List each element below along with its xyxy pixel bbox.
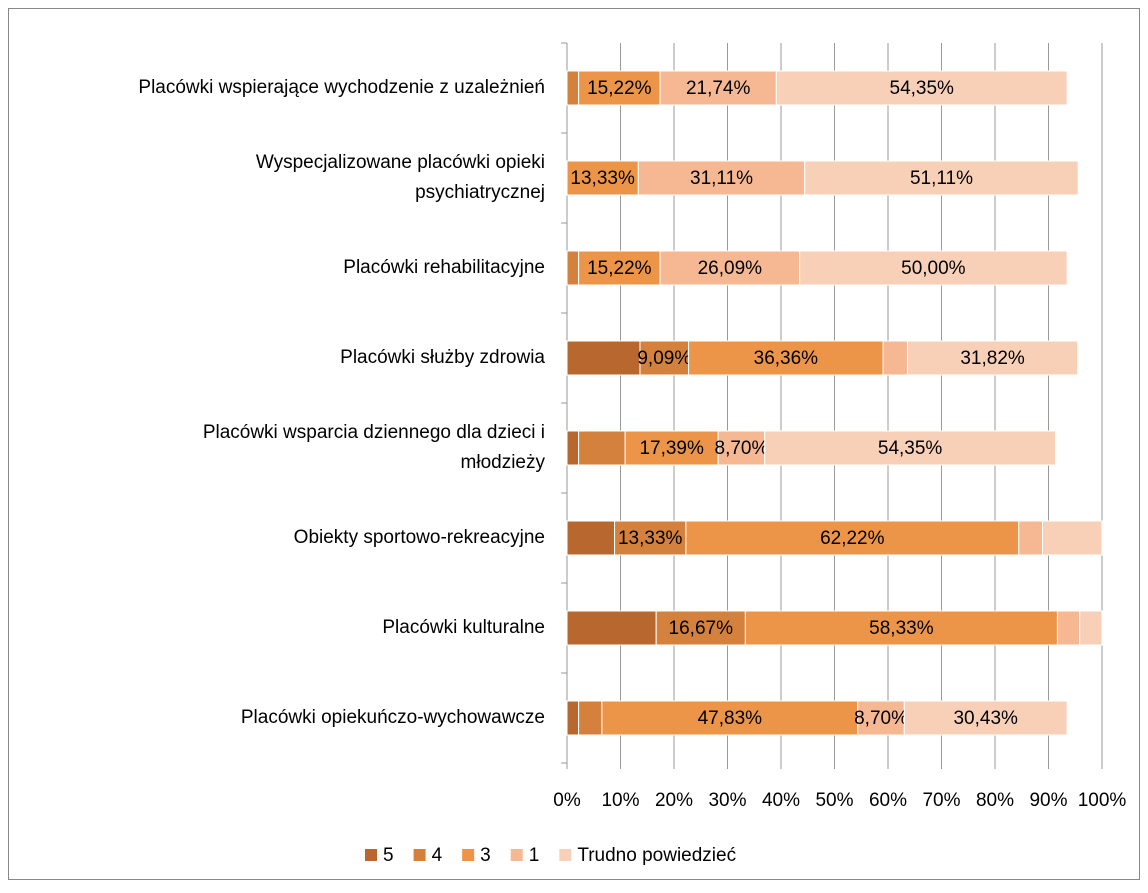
- x-tick-label: 60%: [869, 790, 907, 811]
- data-label: 21,74%: [686, 78, 751, 99]
- bar-segment: [566, 250, 580, 286]
- y-tick-label: Placówki opiekuńczo-wychowawcze: [241, 707, 545, 728]
- bar-segment: [764, 430, 1057, 466]
- x-tick-label: 100%: [1078, 790, 1127, 811]
- bar-segment: [566, 610, 657, 646]
- bar-segment: [775, 70, 1068, 106]
- data-label: 13,33%: [618, 528, 683, 549]
- legend-swatch: [510, 849, 523, 861]
- bar-segment: [685, 520, 1020, 556]
- bar-segment: [578, 70, 661, 106]
- x-tick-label: 10%: [601, 790, 639, 811]
- bar-segment: [1018, 520, 1044, 556]
- y-tick-label: Placówki służby zdrowia: [340, 347, 545, 368]
- bar-segment: [1056, 610, 1081, 646]
- bar-segment: [857, 700, 905, 736]
- legend-label: 5: [383, 845, 394, 866]
- legend-label: Trudno powiedzieć: [577, 845, 736, 866]
- legend-swatch: [462, 849, 475, 861]
- data-label: 31,82%: [960, 348, 1025, 369]
- bar-segment: [903, 700, 1068, 736]
- bar-segment: [566, 520, 616, 556]
- data-label: 8,70%: [854, 708, 908, 729]
- bar-segment: [601, 700, 859, 736]
- bar-segment: [639, 340, 690, 376]
- data-label: 13,33%: [570, 168, 635, 189]
- bar-segment: [744, 610, 1058, 646]
- data-label: 62,22%: [820, 528, 885, 549]
- bar-segment: [578, 430, 626, 466]
- data-label: 54,35%: [890, 78, 955, 99]
- legend-swatch: [413, 849, 426, 861]
- y-tick-label: psychiatrycznej: [415, 182, 545, 203]
- data-label: 58,33%: [869, 618, 934, 639]
- bar-segment: [906, 340, 1079, 376]
- legend-label: 1: [529, 845, 540, 866]
- data-label: 9,09%: [637, 348, 691, 369]
- bar-segment: [578, 250, 661, 286]
- legend-swatch: [365, 849, 377, 861]
- bar-segment: [1042, 520, 1103, 556]
- bar-segment: [882, 340, 908, 376]
- data-label: 26,09%: [698, 258, 763, 279]
- bar-segment: [566, 160, 639, 196]
- legend-label: 3: [480, 845, 491, 866]
- y-tick-label: Placówki wspierające wychodzenie z uzale…: [138, 77, 545, 98]
- data-label: 30,43%: [953, 708, 1018, 729]
- data-label: 51,11%: [910, 168, 973, 189]
- bar-segment: [578, 700, 603, 736]
- y-tick-label: Wyspecjalizowane placówki opieki: [256, 152, 545, 173]
- y-tick-label: Placówki kulturalne: [382, 617, 545, 638]
- bar-segment: [566, 340, 641, 376]
- x-tick-label: 50%: [815, 790, 853, 811]
- data-label: 16,67%: [669, 618, 734, 639]
- data-label: 47,83%: [698, 708, 763, 729]
- data-label: 54,35%: [878, 438, 943, 459]
- x-tick-label: 30%: [708, 790, 746, 811]
- data-label: 50,00%: [901, 258, 966, 279]
- x-tick-label: 70%: [922, 790, 960, 811]
- legend-label: 4: [432, 845, 443, 866]
- bar-segment: [566, 700, 580, 736]
- data-label: 17,39%: [639, 438, 704, 459]
- data-label: 15,22%: [587, 258, 652, 279]
- bar-segment: [804, 160, 1079, 196]
- x-tick-label: 0%: [553, 790, 581, 811]
- x-tick-label: 40%: [762, 790, 800, 811]
- x-tick-label: 90%: [1029, 790, 1067, 811]
- y-tick-label: Placówki wsparcia dziennego dla dzieci i: [203, 422, 545, 443]
- y-tick-label: młodzieży: [461, 452, 546, 473]
- bar-segment: [659, 70, 777, 106]
- legend-swatch: [559, 849, 572, 861]
- data-label: 8,70%: [715, 438, 769, 459]
- y-tick-label: Placówki rehabilitacyjne: [343, 257, 545, 278]
- bar-segment: [1079, 610, 1103, 646]
- y-tick-label: Obiekty sportowo-rekreacyjne: [294, 527, 545, 548]
- x-tick-label: 20%: [655, 790, 693, 811]
- bar-segment: [566, 430, 580, 466]
- data-label: 36,36%: [754, 348, 819, 369]
- x-tick-label: 80%: [976, 790, 1014, 811]
- bar-segment: [566, 70, 580, 106]
- bar-segment: [614, 520, 687, 556]
- bar-segment: [799, 250, 1068, 286]
- data-label: 31,11%: [690, 168, 753, 189]
- data-label: 15,22%: [587, 78, 652, 99]
- bar-segment: [688, 340, 884, 376]
- bar-segment: [637, 160, 806, 196]
